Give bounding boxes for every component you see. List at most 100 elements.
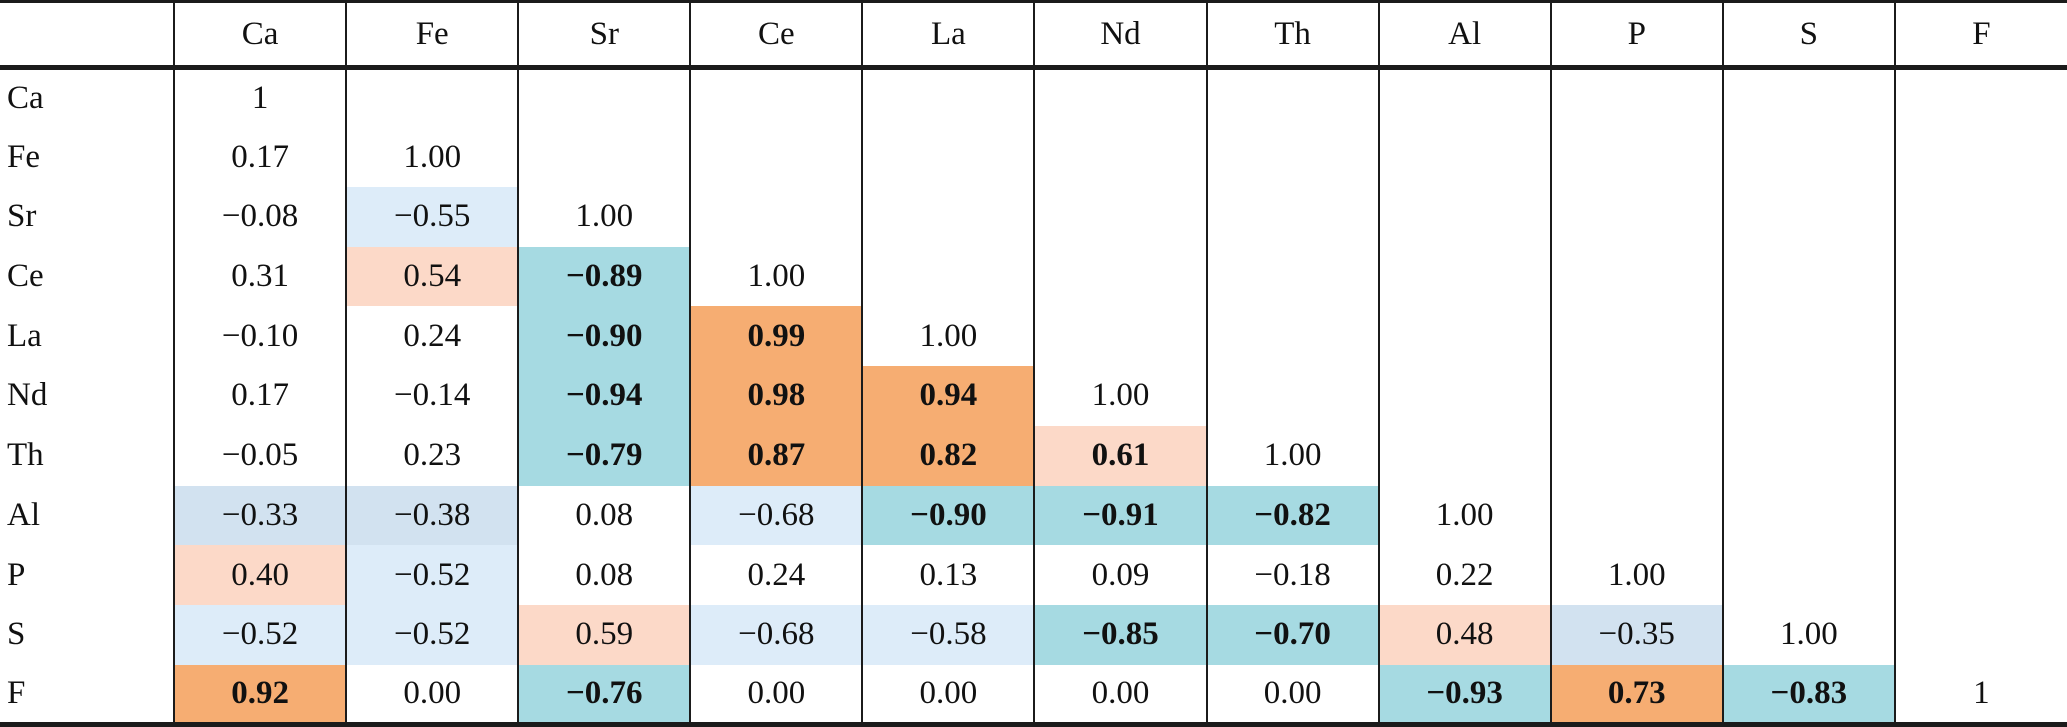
column-header-al: Al (1377, 1, 1551, 70)
matrix-cell: 1 (1893, 664, 2067, 725)
row-label-al: Al (7, 496, 40, 533)
matrix-cell: 0.22 (1377, 545, 1551, 605)
matrix-cell: 0.08 (517, 485, 691, 546)
matrix-cell: 0.87 (689, 425, 863, 486)
matrix-cell (1549, 425, 1723, 486)
matrix-cell: −0.55 (345, 186, 519, 247)
row-label-la: La (7, 317, 42, 354)
matrix-cell (861, 67, 1035, 128)
matrix-cell (1549, 186, 1723, 247)
matrix-cell: 0.40 (173, 545, 347, 605)
matrix-cell: 0.59 (517, 604, 691, 665)
matrix-cell (1549, 127, 1723, 187)
matrix-cell: −0.70 (1205, 604, 1379, 665)
matrix-cell (1893, 186, 2067, 247)
column-header-fe: Fe (345, 1, 519, 70)
matrix-cell (1377, 127, 1551, 187)
matrix-cell: 1.00 (1377, 485, 1551, 546)
matrix-cell (1721, 485, 1895, 546)
matrix-cell (517, 127, 691, 187)
matrix-row-s: S −0.52 −0.52 0.59 −0.68 −0.58 −0.85 −0.70 0.48−… (0, 604, 2067, 665)
matrix-cell: −0.33 (173, 485, 347, 546)
row-label-f: F (7, 674, 26, 711)
matrix-cell (1721, 545, 1895, 605)
matrix-cell (1033, 67, 1207, 128)
matrix-cell: −0.94 (517, 366, 691, 426)
matrix-cell: 0.73 (1549, 664, 1723, 725)
matrix-cell: 0.00 (1205, 664, 1379, 725)
matrix-cell: −0.10 (173, 306, 347, 367)
matrix-cell (861, 127, 1035, 187)
matrix-cell (1205, 186, 1379, 247)
row-label-sr: Sr (7, 198, 37, 235)
matrix-cell (1377, 246, 1551, 307)
matrix-cell (1721, 246, 1895, 307)
matrix-cell (1721, 366, 1895, 426)
matrix-cell: −0.08 (173, 186, 347, 247)
matrix-cell: 0.23 (345, 425, 519, 486)
matrix-cell: −0.89 (517, 246, 691, 307)
matrix-cell: 0.82 (861, 425, 1035, 486)
row-label-ca: Ca (7, 80, 44, 117)
matrix-cell: −0.79 (517, 425, 691, 486)
matrix-cell: −0.18 (1205, 545, 1379, 605)
matrix-cell: 0.54 (345, 246, 519, 307)
matrix-row-th: Th −0.05 0.23 −0.79 0.87 0.82 0.61 1.00 (0, 425, 2067, 486)
column-header-f: F (1893, 1, 2067, 70)
matrix-cell: 0.24 (689, 545, 863, 605)
matrix-cell: −0.68 (689, 604, 863, 665)
matrix-cell (1377, 366, 1551, 426)
matrix-row-f: F 0.92 0.00 −0.76 0.00 0.00 0.00 0.00 −0.93 0.73−… (0, 664, 2067, 725)
matrix-cell (1377, 425, 1551, 486)
matrix-cell: −0.83 (1721, 664, 1895, 725)
matrix-cell: 1.00 (517, 186, 691, 247)
matrix-cell (1893, 306, 2067, 367)
matrix-cell: 1.00 (1205, 425, 1379, 486)
matrix-cell: −0.35 (1549, 604, 1723, 665)
matrix-cell (345, 67, 519, 128)
matrix-cell: −0.68 (689, 485, 863, 546)
matrix-cell: −0.90 (861, 485, 1035, 546)
matrix-cell: 1.00 (1549, 545, 1723, 605)
matrix-cell (1033, 186, 1207, 247)
matrix-cell: 0.09 (1033, 545, 1207, 605)
matrix-cell (1033, 127, 1207, 187)
matrix-cell (1721, 67, 1895, 128)
matrix-cell: 0.24 (345, 306, 519, 367)
column-header-la: La (861, 1, 1035, 70)
matrix-cell: 0.31 (173, 246, 347, 307)
matrix-cell: −0.90 (517, 306, 691, 367)
matrix-cell (1205, 67, 1379, 128)
matrix-cell (689, 127, 863, 187)
matrix-cell (1205, 306, 1379, 367)
matrix-cell: 1.00 (345, 127, 519, 187)
matrix-row-al: Al −0.33 −0.38 0.08 −0.68 −0.90 −0.91 −0.82 1.00 (0, 485, 2067, 546)
matrix-cell: 0.48 (1377, 604, 1551, 665)
matrix-row-p: P 0.40 −0.52 0.08 0.24 0.13 0.09 −0.18 0.22 1.00 (0, 545, 2067, 605)
matrix-cell (689, 67, 863, 128)
matrix-row-nd: Nd 0.17 −0.14 −0.94 0.98 0.94 1.00 (0, 366, 2067, 426)
matrix-cell (1205, 246, 1379, 307)
matrix-cell: 0.00 (1033, 664, 1207, 725)
matrix-cell (1893, 425, 2067, 486)
matrix-cell (1549, 366, 1723, 426)
matrix-cell: 0.17 (173, 366, 347, 426)
column-header-s: S (1721, 1, 1895, 70)
matrix-cell (1893, 366, 2067, 426)
matrix-cell: −0.91 (1033, 485, 1207, 546)
row-label-fe: Fe (7, 138, 40, 175)
matrix-cell: 0.08 (517, 545, 691, 605)
matrix-cell: 1.00 (1033, 366, 1207, 426)
matrix-cell: 0.00 (861, 664, 1035, 725)
matrix-cell: 0.61 (1033, 425, 1207, 486)
matrix-cell (1549, 67, 1723, 128)
matrix-cell: −0.93 (1377, 664, 1551, 725)
row-label-th: Th (7, 437, 44, 474)
row-label-p: P (7, 556, 26, 593)
column-header-sr: Sr (517, 1, 691, 70)
matrix-cell: 0.13 (861, 545, 1035, 605)
matrix-cell (1033, 306, 1207, 367)
matrix-cell (1721, 306, 1895, 367)
